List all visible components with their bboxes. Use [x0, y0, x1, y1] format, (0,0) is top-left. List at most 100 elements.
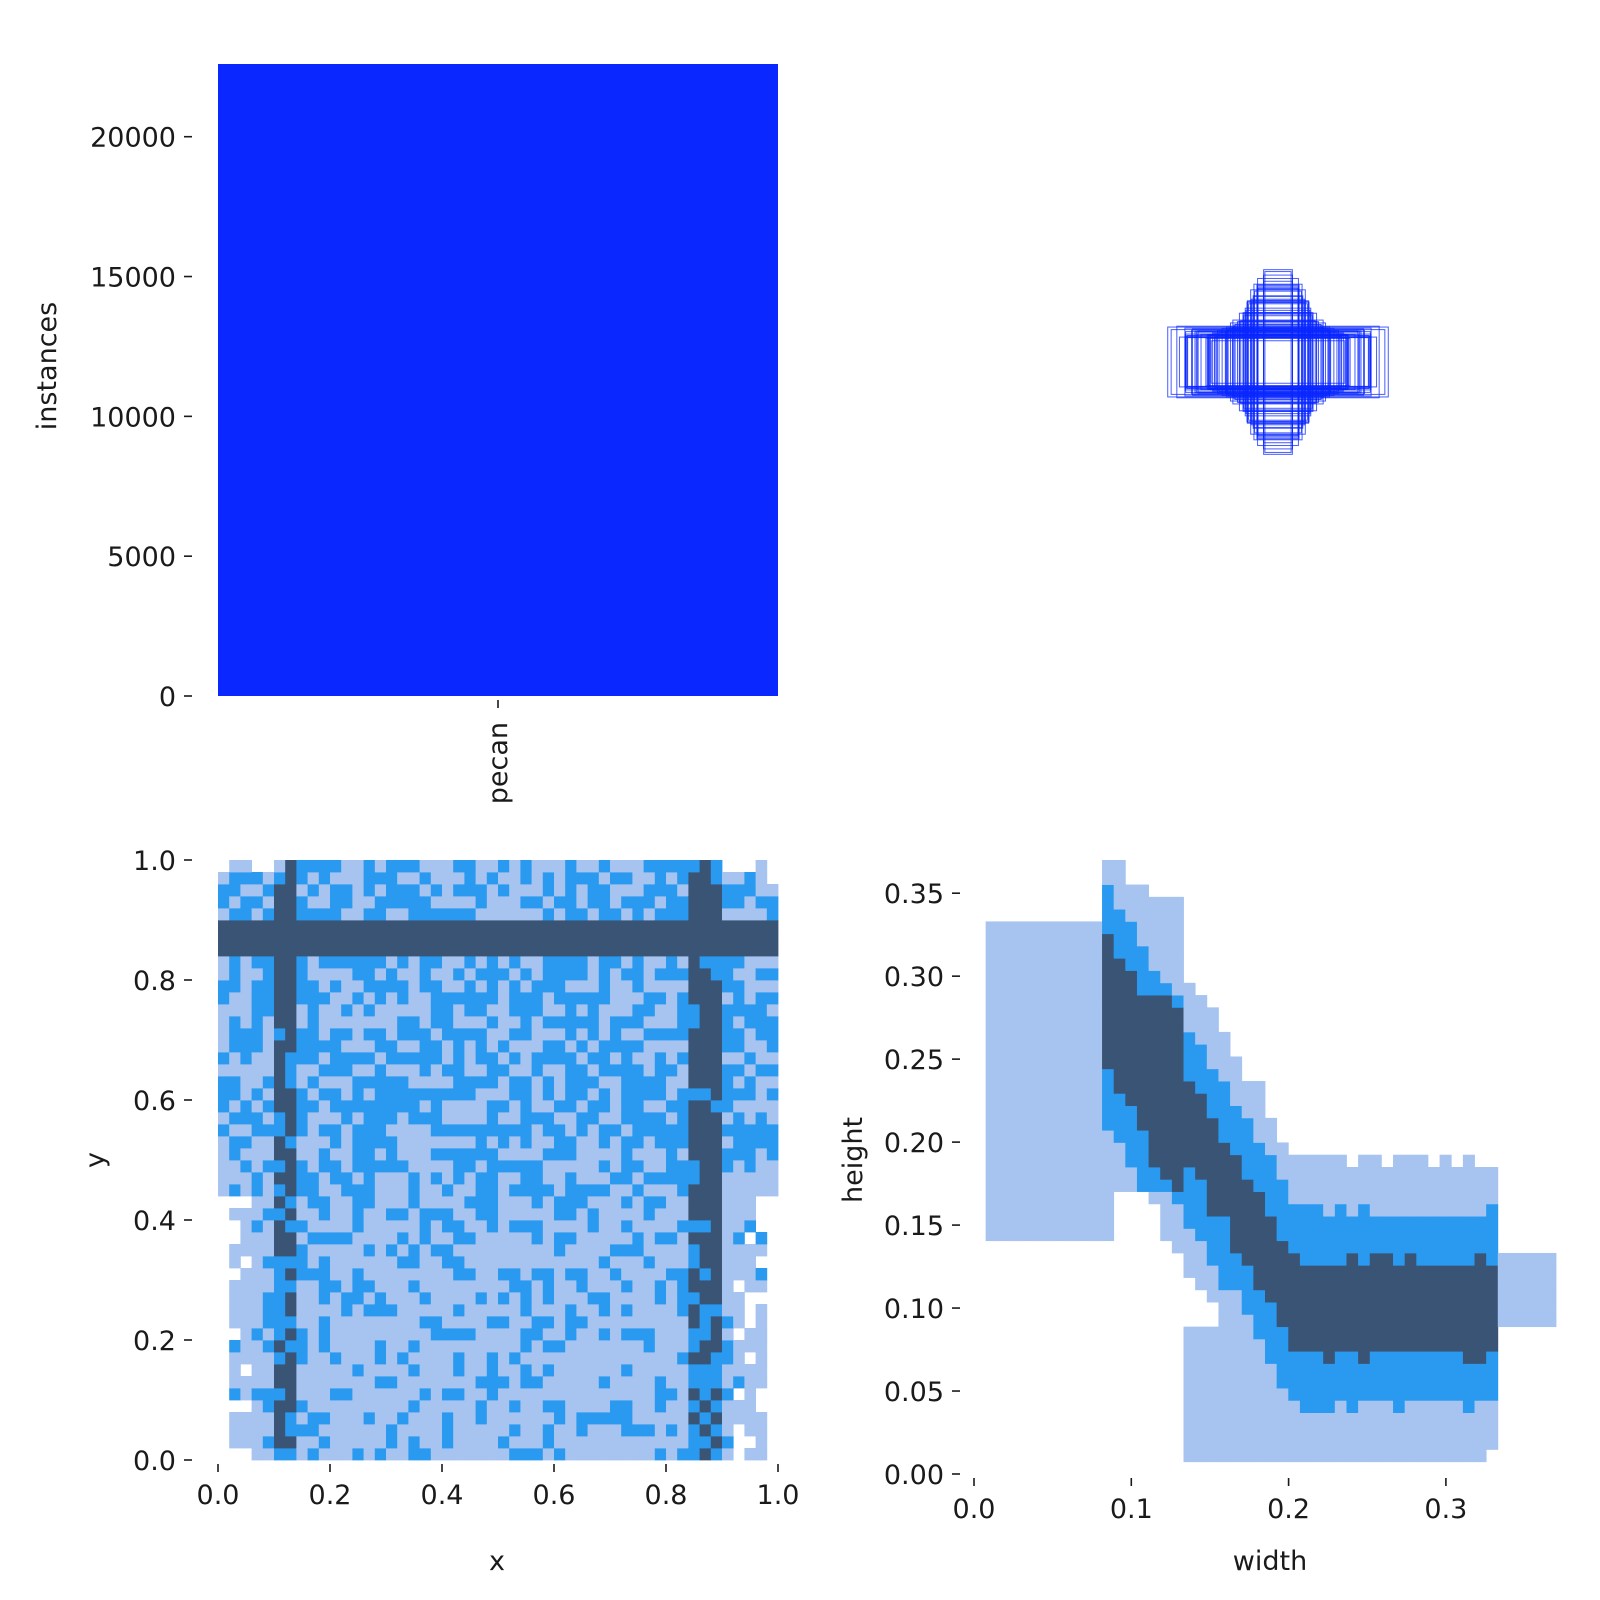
heatmap-cell: [1067, 933, 1080, 947]
heatmap-cell: [274, 1388, 286, 1401]
heatmap-cell: [733, 1136, 745, 1149]
heatmap-cell: [520, 1232, 532, 1245]
heatmap-cell: [341, 1352, 353, 1365]
heatmap-cell: [453, 1196, 465, 1209]
heatmap-cell: [554, 1220, 566, 1233]
heatmap-cell: [1358, 1289, 1371, 1303]
heatmap-cell: [643, 1400, 656, 1413]
heatmap-cell: [386, 1004, 398, 1017]
heatmap-cell: [755, 1316, 768, 1329]
heatmap-cell: [1334, 1302, 1347, 1315]
heatmap-cell: [307, 1340, 320, 1353]
x-tick-label: 0.0: [197, 1480, 240, 1511]
heatmap-cell: [1218, 1326, 1231, 1340]
heatmap-cell: [643, 1016, 656, 1029]
heatmap-cell: [722, 1208, 734, 1221]
heatmap-cell: [1439, 1363, 1452, 1377]
heatmap-cell: [710, 1268, 723, 1281]
heatmap-cell: [1381, 1216, 1394, 1229]
heatmap-cell: [1323, 1400, 1336, 1413]
heatmap-cell: [1102, 1216, 1115, 1229]
heatmap-cell: [240, 1244, 252, 1257]
heatmap-cell: [587, 1268, 600, 1281]
heatmap-cell: [498, 1196, 510, 1209]
heatmap-cell: [632, 872, 644, 885]
heatmap-cell: [318, 1256, 331, 1269]
heatmap-cell: [1451, 1265, 1464, 1278]
heatmap-cell: [1206, 1203, 1219, 1217]
heatmap-cell: [464, 992, 476, 1005]
heatmap-cell: [565, 1268, 577, 1281]
heatmap-cell: [296, 1424, 308, 1437]
heatmap-cell: [542, 884, 555, 897]
heatmap-cell: [542, 1292, 555, 1305]
heatmap-cell: [1427, 1412, 1440, 1426]
heatmap-cell: [1276, 1252, 1289, 1266]
heatmap-cell: [688, 1076, 700, 1089]
heatmap-cell: [643, 1076, 656, 1089]
heatmap-cell: [699, 1148, 712, 1161]
heatmap-cell: [1311, 1338, 1324, 1352]
heatmap-cell: [285, 1280, 297, 1293]
heatmap-cell: [330, 1064, 342, 1077]
heatmap-cell: [565, 1328, 577, 1341]
heatmap-cell: [1160, 933, 1173, 947]
heatmap-cell: [307, 920, 320, 933]
heatmap-cell: [576, 1316, 588, 1329]
heatmap-cell: [733, 1064, 745, 1077]
heatmap-cell: [621, 1160, 633, 1173]
heatmap-cell: [1323, 1363, 1336, 1377]
heatmap-cell: [363, 860, 376, 873]
heatmap-cell: [710, 1124, 723, 1137]
heatmap-cell: [610, 1436, 622, 1449]
heatmap-cell: [285, 1268, 297, 1281]
heatmap-cell: [733, 1292, 745, 1305]
heatmap-cell: [688, 992, 700, 1005]
heatmap-cell: [386, 1172, 398, 1185]
heatmap-cell: [251, 908, 264, 921]
heatmap-cell: [374, 1400, 387, 1413]
heatmap-cell: [419, 884, 432, 897]
heatmap-cell: [374, 1340, 387, 1353]
heatmap-cell: [688, 980, 700, 993]
heatmap-cell: [1183, 1093, 1196, 1106]
heatmap-cell: [1195, 1388, 1208, 1401]
heatmap-cell: [666, 1280, 678, 1293]
heatmap-cell: [1136, 1056, 1149, 1070]
heatmap-cell: [632, 1436, 644, 1449]
heatmap-cell: [1183, 1228, 1196, 1242]
heatmap-cell: [1183, 1191, 1196, 1205]
heatmap-cell: [565, 896, 577, 909]
heatmap-cell: [1090, 1203, 1103, 1217]
heatmap-cell: [274, 1016, 286, 1029]
heatmap-cell: [229, 1424, 241, 1437]
heatmap-cell: [654, 1304, 667, 1317]
heatmap-cell: [1288, 1388, 1301, 1401]
heatmap-cell: [408, 1088, 420, 1101]
heatmap-cell: [688, 1220, 700, 1233]
heatmap-cell: [296, 1448, 308, 1461]
heatmap-cell: [710, 1412, 723, 1425]
heatmap-cell: [419, 1004, 432, 1017]
heatmap-cell: [330, 1436, 342, 1449]
heatmap-cell: [386, 956, 398, 969]
heatmap-cell: [475, 932, 488, 945]
heatmap-cell: [621, 1112, 633, 1125]
heatmap-cell: [643, 1352, 656, 1365]
heatmap-cell: [621, 1004, 633, 1017]
heatmap-cell: [576, 1364, 588, 1377]
heatmap-cell: [1230, 1056, 1243, 1070]
heatmap-cell: [1043, 921, 1056, 935]
heatmap-cell: [1032, 933, 1045, 947]
heatmap-cell: [1299, 1314, 1312, 1328]
heatmap-cell: [710, 920, 723, 933]
heatmap-cell: [1171, 933, 1184, 947]
heatmap-cell: [240, 860, 252, 873]
heatmap-cell: [1486, 1437, 1499, 1450]
heatmap-cell: [341, 872, 353, 885]
heatmap-cell: [531, 980, 544, 993]
heatmap-cell: [542, 1208, 555, 1221]
heatmap-cell: [1486, 1302, 1499, 1315]
heatmap-cell: [1334, 1277, 1347, 1291]
heatmap-cell: [1160, 1216, 1173, 1229]
